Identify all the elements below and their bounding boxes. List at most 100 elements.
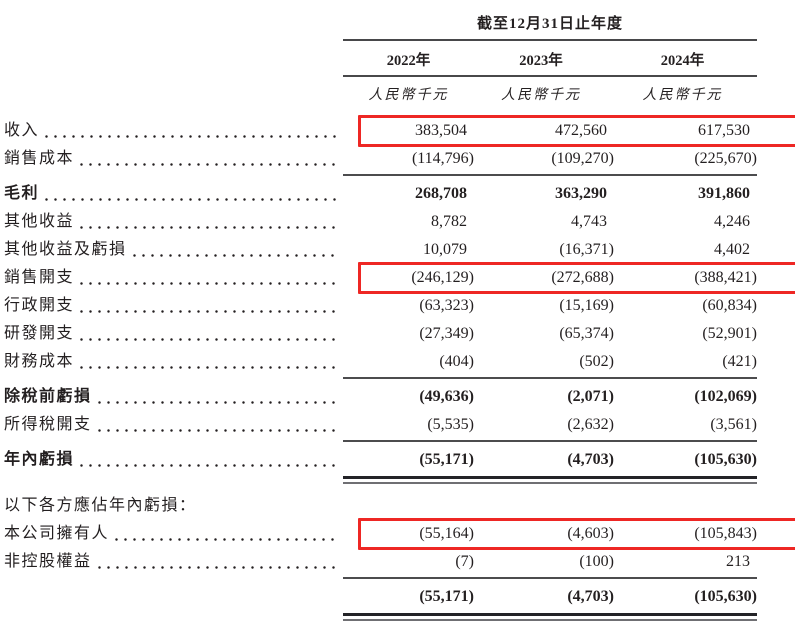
value-text: (4,603)	[567, 525, 614, 542]
row-label: 行政開支	[4, 297, 75, 314]
row-label: 年內虧損	[4, 451, 75, 468]
row-label: 非控股權益	[4, 553, 92, 570]
value-cell: (246,129)	[357, 264, 474, 292]
dot-leader	[129, 236, 338, 264]
row-label-cell: 以下各方應佔年內虧損：	[4, 492, 342, 520]
column-rule	[343, 577, 474, 579]
value-cell: (502)	[482, 348, 614, 376]
value-text: (100)	[579, 553, 614, 570]
value-text: (55,171)	[419, 588, 474, 605]
value-text: (225,670)	[694, 150, 757, 167]
value-cell: (55,171)	[357, 446, 474, 474]
value-text: (7)	[455, 553, 474, 570]
value-text: (52,901)	[702, 325, 757, 342]
table-row: 毛利 268,708 363,290 391,860	[4, 180, 795, 208]
column-rule	[343, 440, 474, 442]
value-cell: (63,323)	[357, 292, 474, 320]
value-text: (15,169)	[559, 297, 614, 314]
value-text: (65,374)	[559, 325, 614, 342]
column-rule	[343, 476, 474, 484]
rule-row	[4, 577, 795, 581]
column-rule	[343, 174, 474, 176]
row-label: 毛利	[4, 185, 40, 202]
value-cell: (404)	[357, 348, 474, 376]
rule-spacer	[4, 613, 342, 621]
value-cell: (225,670)	[622, 145, 757, 173]
rule-row	[4, 476, 795, 484]
value-cell: (105,630)	[622, 446, 757, 474]
value-text: 268,708	[415, 185, 467, 202]
column-rule	[468, 440, 614, 442]
currency-unit-label: 人民幣千元	[501, 88, 581, 103]
period-title: 截至12月31日止年度	[476, 16, 623, 32]
value-text: 383,504	[415, 122, 467, 139]
row-label-cell: 研發開支	[4, 320, 342, 348]
value-text: (60,834)	[702, 297, 757, 314]
rule-spacer	[4, 174, 342, 178]
column-rule	[468, 476, 614, 484]
value-text: (105,843)	[694, 525, 757, 542]
year-header-row: 2022年 2023年 2024年	[4, 52, 795, 77]
value-cell: 268,708	[357, 180, 467, 208]
value-cell: (102,069)	[622, 383, 757, 411]
dot-leader	[94, 411, 338, 439]
value-text: (272,688)	[551, 269, 614, 286]
row-label: 其他收益及虧損	[4, 241, 127, 258]
row-label-cell: 非控股權益	[4, 548, 342, 576]
value-text: 617,530	[698, 122, 750, 139]
currency-unit-row: 人民幣千元 人民幣千元 人民幣千元	[4, 87, 795, 105]
table-row: 研發開支 (27,349) (65,374) (52,901)	[4, 320, 795, 348]
column-rule	[343, 377, 474, 379]
row-label: 除稅前虧損	[4, 388, 92, 405]
column-rule	[608, 174, 757, 176]
value-cell: (114,796)	[357, 145, 474, 173]
row-label: 銷售成本	[4, 150, 75, 167]
value-text: (2,071)	[567, 388, 614, 405]
column-rule	[468, 377, 614, 379]
table-row: 所得稅開支 (5,535) (2,632) (3,561)	[4, 411, 795, 439]
value-text: 4,743	[571, 213, 607, 230]
value-text: 8,782	[431, 213, 467, 230]
row-label: 其他收益	[4, 213, 75, 230]
table-row: (55,171) (4,703) (105,630)	[4, 583, 795, 611]
row-label-cell: 毛利	[4, 180, 342, 208]
value-cell: (15,169)	[482, 292, 614, 320]
column-rule	[343, 613, 474, 621]
value-text: (102,069)	[694, 388, 757, 405]
value-cell: (4,703)	[482, 583, 614, 611]
value-text: (27,349)	[419, 325, 474, 342]
rule-spacer	[4, 476, 342, 484]
value-cell: 10,079	[357, 236, 467, 264]
row-label: 財務成本	[4, 353, 75, 370]
currency-unit-label: 人民幣千元	[642, 88, 723, 103]
value-cell: 8,782	[357, 208, 467, 236]
dot-leader	[42, 180, 338, 208]
rule-row	[4, 174, 795, 178]
row-label-cell: 除稅前虧損	[4, 383, 342, 411]
column-rule	[608, 613, 757, 621]
rule-spacer	[4, 577, 342, 581]
value-cell: (60,834)	[622, 292, 757, 320]
row-label-cell: 財務成本	[4, 348, 342, 376]
value-text: 4,246	[714, 213, 750, 230]
value-cell: (3,561)	[622, 411, 757, 439]
column-rule	[468, 613, 614, 621]
dot-leader	[77, 208, 338, 236]
value-cell: 617,530	[622, 117, 750, 145]
year-column-2024: 2024年	[608, 52, 757, 77]
dot-leader	[77, 348, 338, 376]
value-text: (109,270)	[551, 150, 614, 167]
row-label: 所得稅開支	[4, 416, 92, 433]
value-cell: (272,688)	[482, 264, 614, 292]
value-text: (55,171)	[419, 451, 474, 468]
rule-spacer	[4, 440, 342, 444]
row-label-cell: 其他收益及虧損	[4, 236, 342, 264]
value-cell: (55,164)	[357, 520, 474, 548]
value-cell: (2,071)	[482, 383, 614, 411]
row-label: 以下各方應佔年內虧損：	[4, 497, 197, 514]
dot-leader	[42, 117, 338, 145]
row-label: 銷售開支	[4, 269, 75, 286]
value-cell: (27,349)	[357, 320, 474, 348]
table-row: 非控股權益 (7) (100) 213	[4, 548, 795, 576]
value-cell: (4,603)	[482, 520, 614, 548]
